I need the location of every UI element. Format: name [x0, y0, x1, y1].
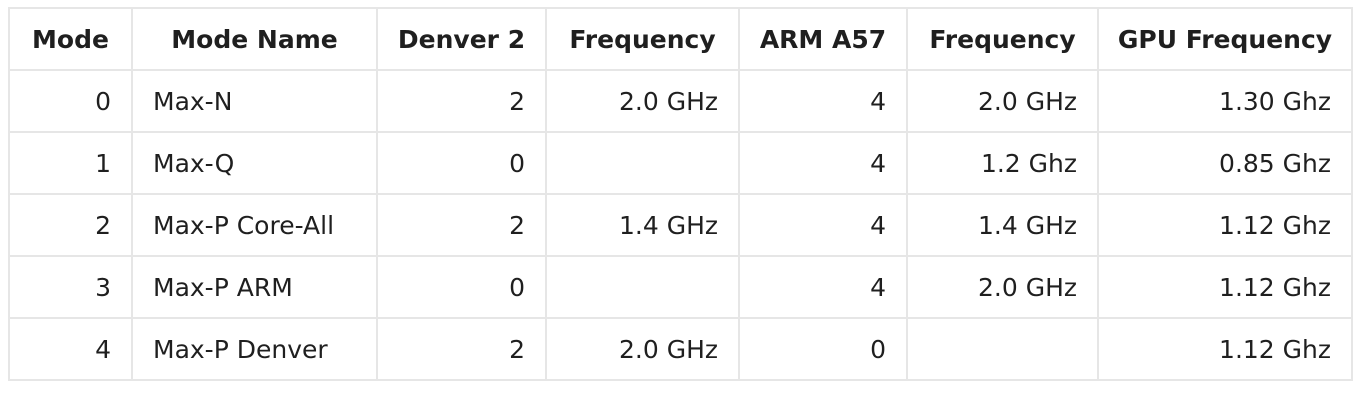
table-row: 4 Max-P Denver 2 2.0 GHz 0 1.12 Ghz [8, 317, 1353, 381]
cell-denver-2: 0 [376, 255, 547, 319]
cell-denver-frequency: 1.4 GHz [545, 193, 740, 257]
header-mode: Mode [8, 7, 133, 71]
cell-gpu-frequency: 1.12 Ghz [1097, 317, 1353, 381]
table-row: 0 Max-N 2 2.0 GHz 4 2.0 GHz 1.30 Ghz [8, 69, 1353, 133]
cell-mode: 0 [8, 69, 133, 133]
cell-arm-frequency: 1.4 GHz [906, 193, 1099, 257]
cell-mode: 4 [8, 317, 133, 381]
cell-arm-a57: 4 [738, 131, 908, 195]
cell-arm-frequency: 2.0 GHz [906, 255, 1099, 319]
cell-mode-name: Max-P Denver [131, 317, 378, 381]
cell-denver-frequency: 2.0 GHz [545, 317, 740, 381]
cell-arm-a57: 4 [738, 193, 908, 257]
cell-mode-name: Max-P ARM [131, 255, 378, 319]
power-modes-table: Mode Mode Name Denver 2 Frequency ARM A5… [8, 7, 1353, 381]
table-row: 2 Max-P Core-All 2 1.4 GHz 4 1.4 GHz 1.1… [8, 193, 1353, 257]
cell-mode: 1 [8, 131, 133, 195]
header-denver-frequency: Frequency [545, 7, 740, 71]
cell-mode-name: Max-Q [131, 131, 378, 195]
cell-denver-frequency [545, 255, 740, 319]
cell-gpu-frequency: 0.85 Ghz [1097, 131, 1353, 195]
header-denver-2: Denver 2 [376, 7, 547, 71]
table-row: 3 Max-P ARM 0 4 2.0 GHz 1.12 Ghz [8, 255, 1353, 319]
header-arm-frequency: Frequency [906, 7, 1099, 71]
cell-denver-frequency [545, 131, 740, 195]
cell-mode: 2 [8, 193, 133, 257]
cell-arm-frequency: 2.0 GHz [906, 69, 1099, 133]
cell-mode-name: Max-N [131, 69, 378, 133]
header-arm-a57: ARM A57 [738, 7, 908, 71]
cell-denver-2: 0 [376, 131, 547, 195]
cell-gpu-frequency: 1.12 Ghz [1097, 193, 1353, 257]
cell-arm-a57: 4 [738, 69, 908, 133]
header-gpu-frequency: GPU Frequency [1097, 7, 1353, 71]
cell-denver-2: 2 [376, 69, 547, 133]
cell-arm-a57: 0 [738, 317, 908, 381]
cell-mode-name: Max-P Core-All [131, 193, 378, 257]
cell-denver-frequency: 2.0 GHz [545, 69, 740, 133]
table-row: 1 Max-Q 0 4 1.2 Ghz 0.85 Ghz [8, 131, 1353, 195]
table-header-row: Mode Mode Name Denver 2 Frequency ARM A5… [8, 7, 1353, 71]
power-modes-table-container: Mode Mode Name Denver 2 Frequency ARM A5… [8, 7, 1353, 381]
cell-arm-frequency [906, 317, 1099, 381]
cell-denver-2: 2 [376, 317, 547, 381]
cell-arm-frequency: 1.2 Ghz [906, 131, 1099, 195]
cell-arm-a57: 4 [738, 255, 908, 319]
cell-denver-2: 2 [376, 193, 547, 257]
header-mode-name: Mode Name [131, 7, 378, 71]
cell-mode: 3 [8, 255, 133, 319]
cell-gpu-frequency: 1.30 Ghz [1097, 69, 1353, 133]
cell-gpu-frequency: 1.12 Ghz [1097, 255, 1353, 319]
